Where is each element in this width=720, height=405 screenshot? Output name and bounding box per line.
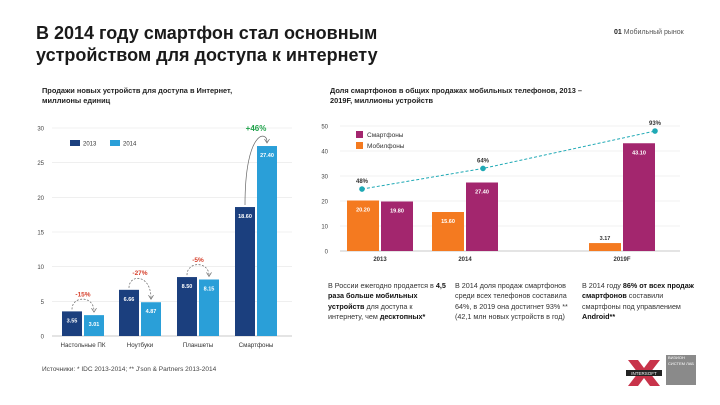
- right-bar-label: 27.40: [475, 190, 489, 196]
- right-chart-title: Доля смартфонов в общих продажах мобильн…: [330, 86, 582, 105]
- left-bar-2013: [177, 277, 197, 336]
- page-title: В 2014 году смартфон стал основным устро…: [36, 23, 378, 65]
- left-x-tick: Смартфоны: [239, 342, 274, 349]
- left-change-arc: [186, 264, 210, 276]
- left-bar-label: 6.66: [124, 297, 135, 303]
- left-change-label: -27%: [132, 270, 147, 277]
- left-change-label: +46%: [246, 124, 267, 133]
- left-legend-label: 2014: [123, 142, 137, 148]
- left-change-arrow: [148, 295, 154, 300]
- left-change-label: -15%: [75, 291, 90, 298]
- left-bar-2014: [199, 279, 219, 336]
- annotation-russia: В России ежегодно продается в 4,5 раза б…: [328, 281, 446, 322]
- share-point: [359, 186, 365, 192]
- right-bar-smart: [381, 201, 413, 251]
- right-bar-smart: [623, 143, 655, 251]
- left-x-tick: Ноутбуки: [127, 342, 154, 349]
- left-y-tick: 30: [37, 127, 44, 133]
- brand-side-block: ВИЗИОН СИСТЕМ ЛАБ: [666, 355, 696, 385]
- share-label: 93%: [649, 121, 662, 127]
- slide-number: 01: [614, 29, 622, 36]
- left-change-arrow: [91, 307, 97, 313]
- annotation-android: В 2014 году 86% от всех продаж смартфоно…: [582, 281, 694, 322]
- right-legend-swatch: [356, 131, 363, 138]
- right-y-tick: 10: [321, 225, 328, 231]
- left-bar-2013: [235, 207, 255, 336]
- share-label: 64%: [477, 158, 490, 164]
- left-y-tick: 15: [37, 231, 44, 237]
- left-bar-2014: [84, 315, 104, 336]
- left-bar-2014: [257, 146, 277, 336]
- right-y-tick: 20: [321, 200, 328, 206]
- right-x-tick: 2014: [458, 257, 472, 263]
- share-point: [480, 165, 486, 172]
- right-bar-label: 15.60: [441, 219, 455, 225]
- right-y-tick: 40: [321, 150, 328, 156]
- right-bar-smart: [466, 182, 498, 251]
- right-x-tick: 2013: [373, 257, 387, 263]
- left-change-arc: [244, 135, 268, 206]
- right-bar-label: 19.80: [390, 209, 404, 215]
- left-change-arrow: [264, 138, 270, 144]
- source-note: Источники: * IDC 2013-2014; ** J'son & P…: [42, 366, 217, 373]
- left-bar-label: 8.50: [182, 284, 193, 290]
- left-bar-2013: [119, 289, 139, 336]
- slide-section: Мобильный рынок: [623, 29, 684, 36]
- brand-logo: INTERSOFT: [624, 354, 664, 397]
- left-bar-label: 18.60: [238, 214, 252, 220]
- left-bar-label: 4.87: [146, 309, 157, 315]
- right-legend-label: Смартфоны: [367, 132, 404, 139]
- annotation-share-2014: В 2014 доля продаж смартфонов среди всех…: [455, 281, 568, 322]
- left-x-tick: Планшеты: [183, 342, 214, 349]
- left-change-label: -5%: [192, 257, 204, 264]
- right-bar-label: 3.17: [600, 236, 611, 242]
- right-bar-mobile: [432, 212, 464, 251]
- brand-name: INTERSOFT: [631, 371, 657, 376]
- right-y-tick: 30: [321, 175, 328, 181]
- left-y-tick: 25: [37, 161, 44, 167]
- right-bar-mobile: [347, 200, 379, 251]
- share-point: [652, 128, 658, 134]
- right-legend-label: Мобилфоны: [367, 142, 405, 150]
- left-bar-label: 8.15: [204, 286, 215, 292]
- share-label: 48%: [356, 179, 369, 185]
- right-x-tick: 2019F: [613, 257, 630, 263]
- right-y-tick: 0: [325, 250, 329, 256]
- left-y-tick: 10: [37, 265, 44, 271]
- right-y-tick: 50: [321, 125, 328, 131]
- left-bar-2013: [62, 311, 82, 336]
- share-trend-line: [361, 130, 656, 190]
- left-legend-swatch-2014: [110, 140, 120, 146]
- right-bar-label: 20.20: [356, 208, 370, 214]
- left-y-tick: 0: [41, 335, 45, 341]
- right-legend-swatch: [356, 142, 363, 149]
- left-bar-label: 3.01: [89, 322, 100, 328]
- left-change-arc: [128, 278, 152, 299]
- left-y-tick: 20: [37, 196, 44, 202]
- left-y-tick: 5: [41, 300, 45, 306]
- right-bar-label: 43.10: [632, 150, 646, 156]
- slide-label: 01 Мобильный рынок: [614, 29, 684, 36]
- left-bar-label: 3.55: [67, 318, 78, 324]
- left-x-tick: Настольные ПК: [61, 342, 106, 349]
- left-chart-title: Продажи новых устройств для доступа в Ин…: [42, 86, 233, 105]
- left-change-arrow: [206, 272, 212, 278]
- right-bar-mobile: [589, 243, 621, 251]
- left-legend-label: 2013: [83, 142, 97, 148]
- left-change-arc: [71, 298, 95, 312]
- left-legend-swatch-2013: [70, 140, 80, 146]
- left-bar-2014: [141, 302, 161, 336]
- left-bar-label: 27.40: [260, 153, 274, 159]
